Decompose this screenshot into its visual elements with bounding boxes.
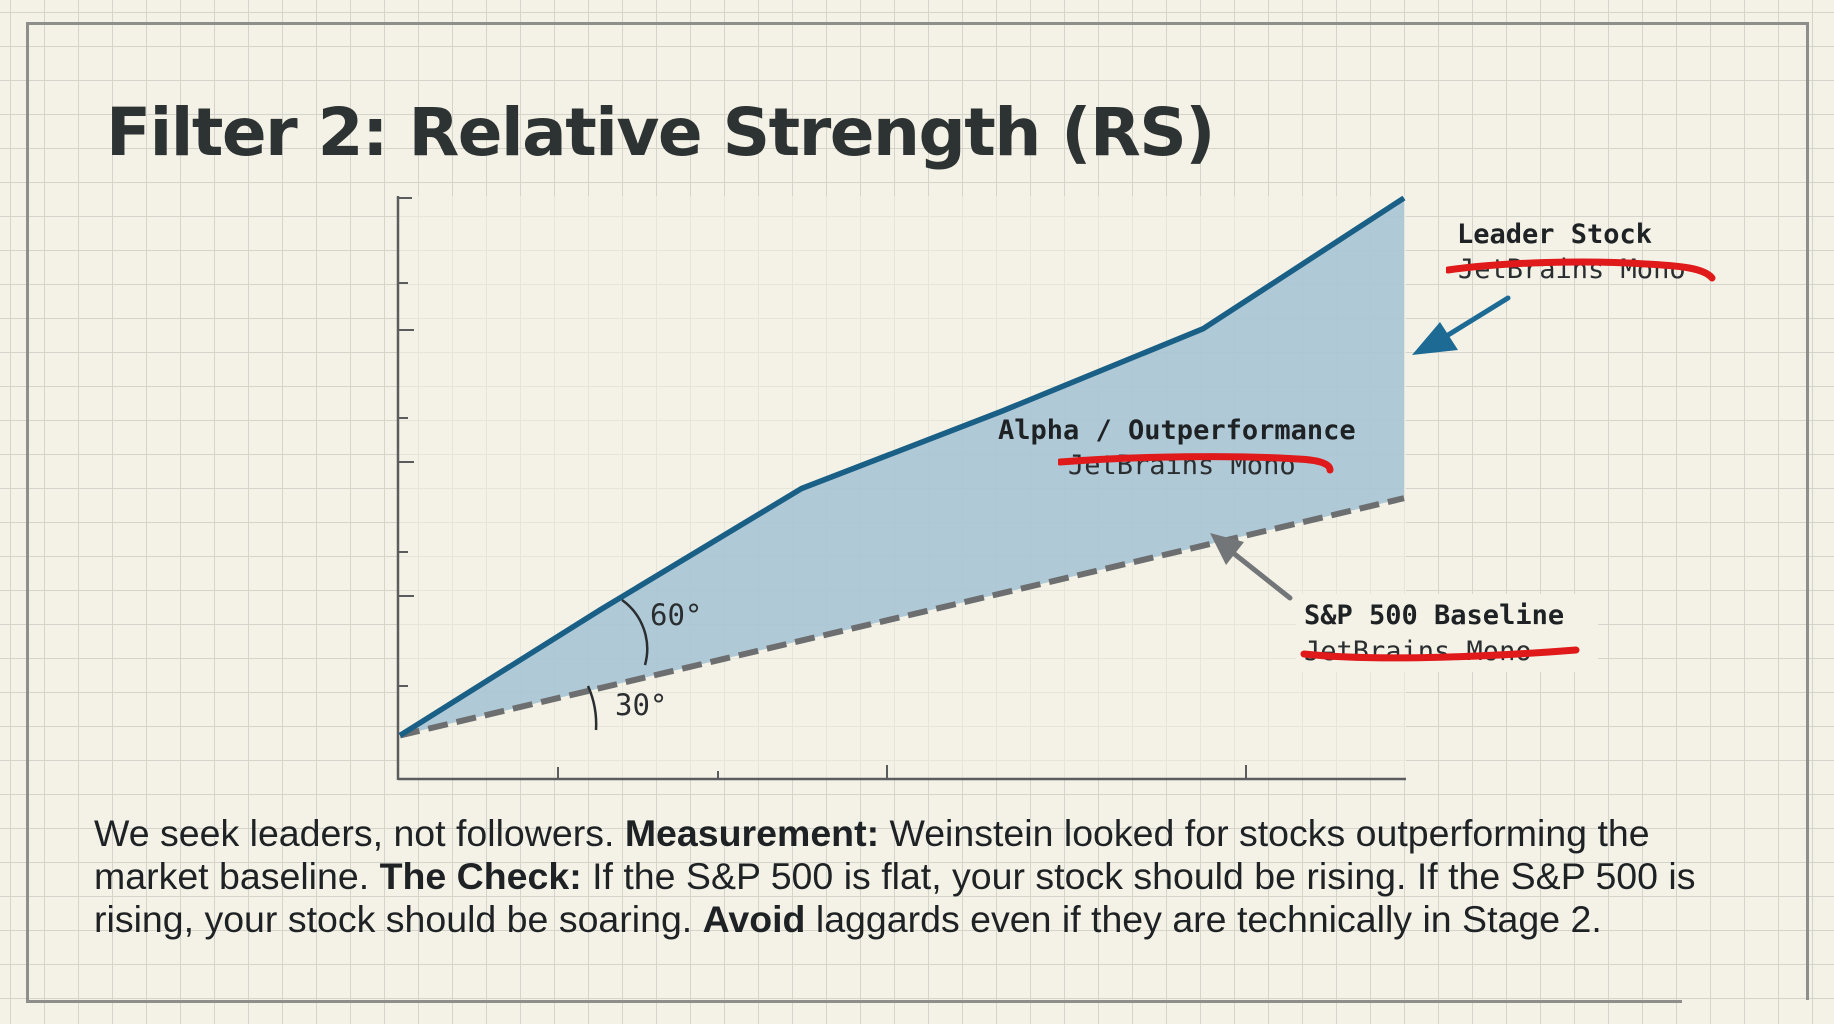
red-strike-leader [1446, 258, 1716, 282]
sp500-baseline-line [399, 495, 1405, 739]
angle-label-30: 30° [615, 688, 668, 722]
slide-frame-bottom [26, 1000, 1682, 1003]
sp500-baseline-label: S&P 500 Baseline [1304, 600, 1565, 631]
caption-text-1: We seek leaders, not followers. [94, 812, 625, 854]
caption-bold-measurement: Measurement: [624, 812, 880, 854]
caption-bold-check: The Check: [379, 855, 582, 897]
x-axis [398, 765, 1406, 781]
y-axis [396, 196, 414, 780]
leader-arrow [1412, 295, 1511, 355]
caption-text-4: laggards even if they are technically in… [805, 898, 1602, 940]
baseline-struck-text: JetBrains Mono [1304, 636, 1532, 667]
leader-stock-label: Leader Stock [1457, 219, 1653, 250]
baseline-struck-block: JetBrains Mono [1300, 632, 1586, 670]
leader-struck-block: JetBrains Mono [1446, 250, 1716, 288]
red-strike-baseline [1300, 646, 1580, 662]
red-strike-alpha [1058, 453, 1334, 474]
angle-arc-30 [586, 685, 598, 731]
slide-title: Filter 2: Relative Strength (RS) [106, 94, 1215, 171]
alpha-area [400, 198, 1404, 736]
leader-stock-line [398, 195, 1406, 738]
caption-text-3: If the S&P 500 is flat, your stock shoul… [94, 855, 1696, 940]
angle-label-60: 60° [650, 598, 703, 632]
angle-arc-60 [621, 598, 649, 666]
angle-arcs [586, 598, 649, 731]
caption-text-2: Weinstein looked for stocks outperformin… [94, 812, 1650, 897]
alpha-struck-block: JetBrains Mono [1058, 446, 1334, 484]
baseline-arrow [1210, 533, 1293, 601]
caption-paragraph: We seek leaders, not followers. Measurem… [94, 812, 1774, 941]
slide-frame [26, 22, 1807, 1003]
caption-bold-avoid: Avoid [702, 898, 806, 940]
alpha-label: Alpha / Outperformance [998, 415, 1356, 446]
slide-frame-right [1806, 22, 1809, 1000]
